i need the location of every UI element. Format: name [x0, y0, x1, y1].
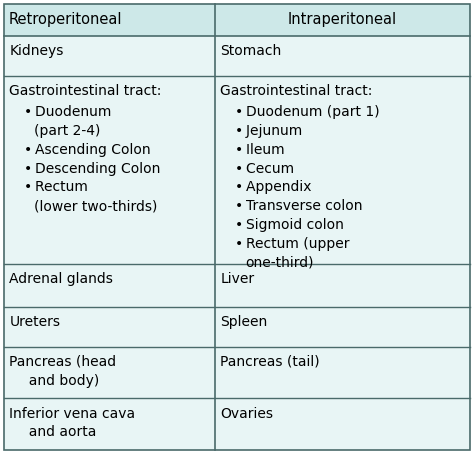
Text: Intraperitoneal: Intraperitoneal [288, 12, 397, 27]
Text: Liver: Liver [220, 272, 255, 286]
Text: • Transverse colon: • Transverse colon [235, 199, 362, 213]
Text: Spleen: Spleen [220, 315, 267, 329]
Text: (lower two-thirds): (lower two-thirds) [34, 199, 157, 213]
Text: Gastrointestinal tract:: Gastrointestinal tract: [9, 84, 162, 98]
Text: • Duodenum: • Duodenum [24, 105, 111, 119]
Text: one-third): one-third) [245, 256, 313, 270]
Text: Inferior vena cava: Inferior vena cava [9, 407, 136, 421]
Text: Adrenal glands: Adrenal glands [9, 272, 113, 286]
Text: Pancreas (head: Pancreas (head [9, 355, 117, 369]
Text: and body): and body) [20, 374, 99, 388]
Text: Ureters: Ureters [9, 315, 61, 329]
Text: • Ascending Colon: • Ascending Colon [24, 143, 150, 157]
Text: Gastrointestinal tract:: Gastrointestinal tract: [220, 84, 373, 98]
Bar [4, 4, 215, 36]
Text: • Descending Colon: • Descending Colon [24, 162, 160, 176]
Text: Kidneys: Kidneys [9, 44, 64, 58]
Text: • Jejunum: • Jejunum [235, 124, 302, 138]
Text: Pancreas (tail): Pancreas (tail) [220, 355, 320, 369]
Text: Ovaries: Ovaries [220, 407, 273, 421]
Text: (part 2-4): (part 2-4) [34, 124, 100, 138]
Bar [215, 4, 470, 36]
Text: • Cecum: • Cecum [235, 162, 294, 176]
Text: • Ileum: • Ileum [235, 143, 284, 157]
Text: Stomach: Stomach [220, 44, 282, 58]
Text: • Appendix: • Appendix [235, 181, 311, 194]
Text: and aorta: and aorta [20, 425, 96, 439]
Text: • Rectum: • Rectum [24, 181, 88, 194]
Text: • Sigmoid colon: • Sigmoid colon [235, 218, 343, 232]
Text: • Duodenum (part 1): • Duodenum (part 1) [235, 105, 379, 119]
Text: Retroperitoneal: Retroperitoneal [9, 12, 122, 27]
Text: • Rectum (upper: • Rectum (upper [235, 237, 349, 251]
